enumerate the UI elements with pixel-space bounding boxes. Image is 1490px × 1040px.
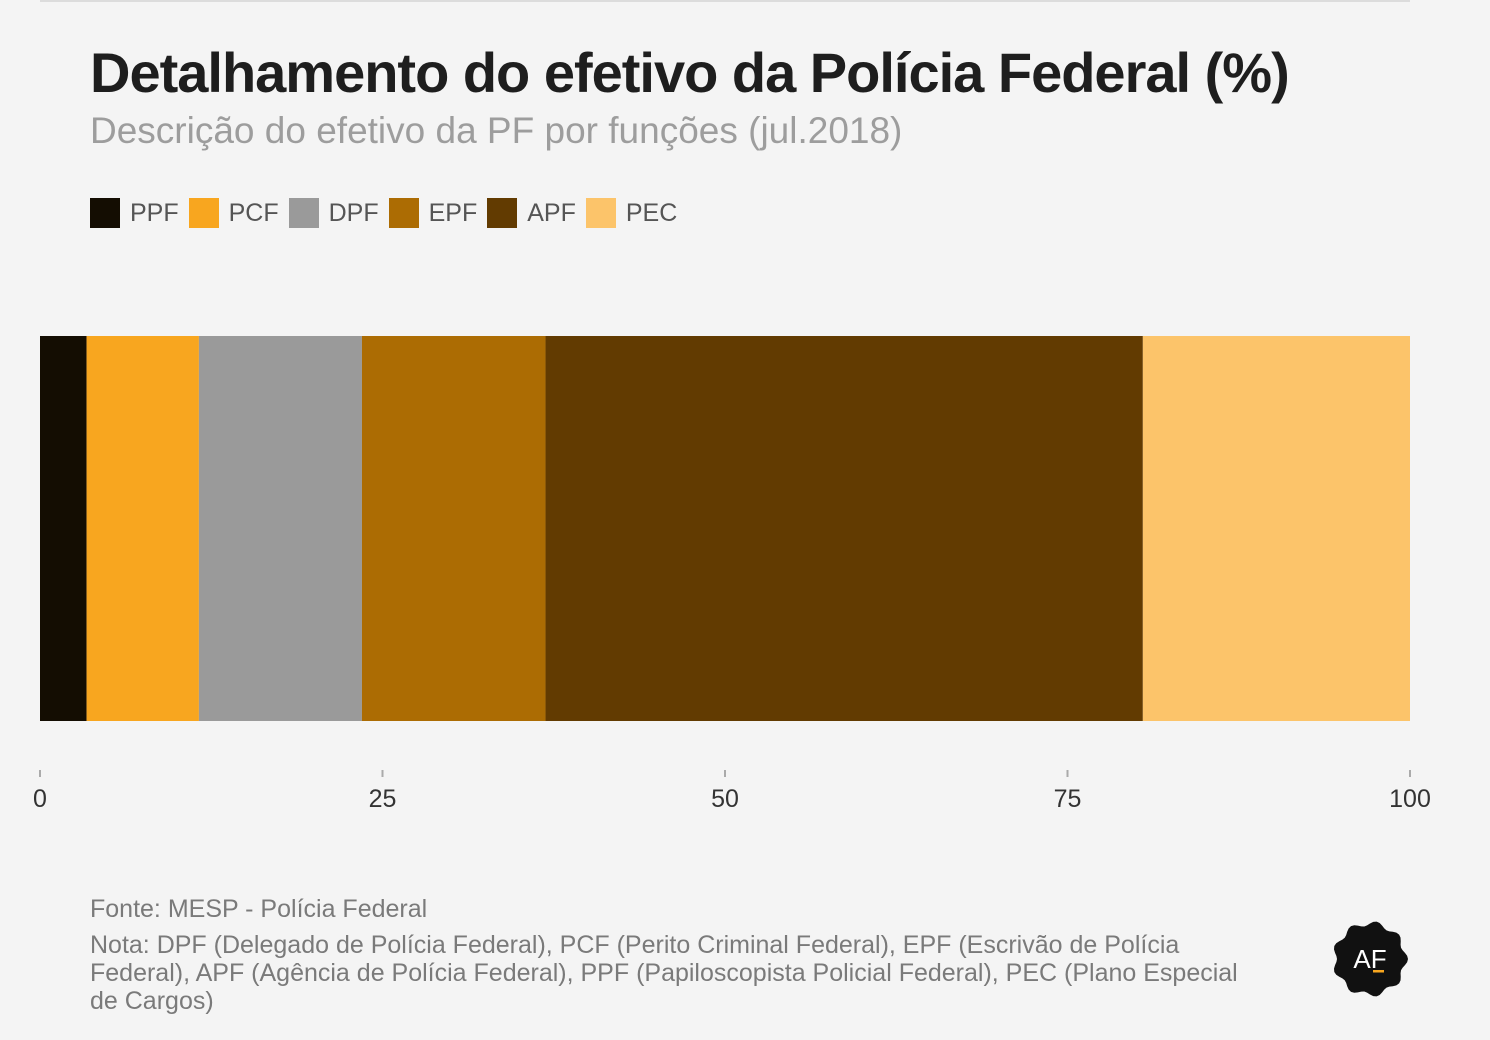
legend-swatch [388,198,419,228]
legend-label: DPF [328,198,379,227]
legend-item-epf: EPF [388,198,478,228]
legend-item-dpf: DPF [288,198,379,228]
legend-item-pec: PEC [585,198,678,228]
legend-item-ppf: PPF [90,198,179,228]
chart-footer: Fonte: MESP - Polícia Federal Nota: DPF … [90,895,1270,1015]
logo-text: AF [1353,944,1386,974]
bar-segment-ppf [40,336,87,721]
source-note: Fonte: MESP - Polícia Federal [90,895,428,923]
bar-segment-apf [545,336,1143,721]
x-tick-label: 0 [33,785,47,813]
x-tick-label: 75 [1054,785,1082,813]
bar-segment-epf [361,336,546,721]
x-tick-label: 25 [369,785,397,813]
definitions-note: Nota: DPF (Delegado de Polícia Federal),… [90,931,1238,1015]
legend-label: PPF [130,198,179,227]
legend-swatch [90,198,120,228]
chart-subtitle: Descrição do efetivo da PF por funções (… [90,110,903,151]
stacked-bar-chart: 0 25 50 75 100 [33,336,1431,813]
legend-label: EPF [428,198,478,227]
legend-item-apf: APF [487,198,576,228]
legend-item-pcf: PCF [188,198,279,228]
bar-segment-pec [1142,336,1410,721]
logo-underline [1373,970,1384,973]
af-logo-badge: AF [1334,921,1408,997]
legend-swatch [288,198,319,228]
legend-label: PEC [625,198,678,227]
chart-legend: PPF PCF DPF EPF APF PEC [90,198,687,228]
legend-label: APF [527,198,576,227]
bar-segment-pcf [86,336,199,721]
x-tick-label: 100 [1389,785,1431,813]
x-tick-label: 50 [711,785,739,813]
bar-segment-dpf [198,336,362,721]
legend-swatch [188,198,219,228]
legend-label: PCF [228,198,279,227]
top-divider [40,0,1410,2]
legend-swatch [487,198,518,228]
chart-title: Detalhamento do efetivo da Polícia Feder… [90,41,1290,104]
legend-swatch [585,198,616,228]
